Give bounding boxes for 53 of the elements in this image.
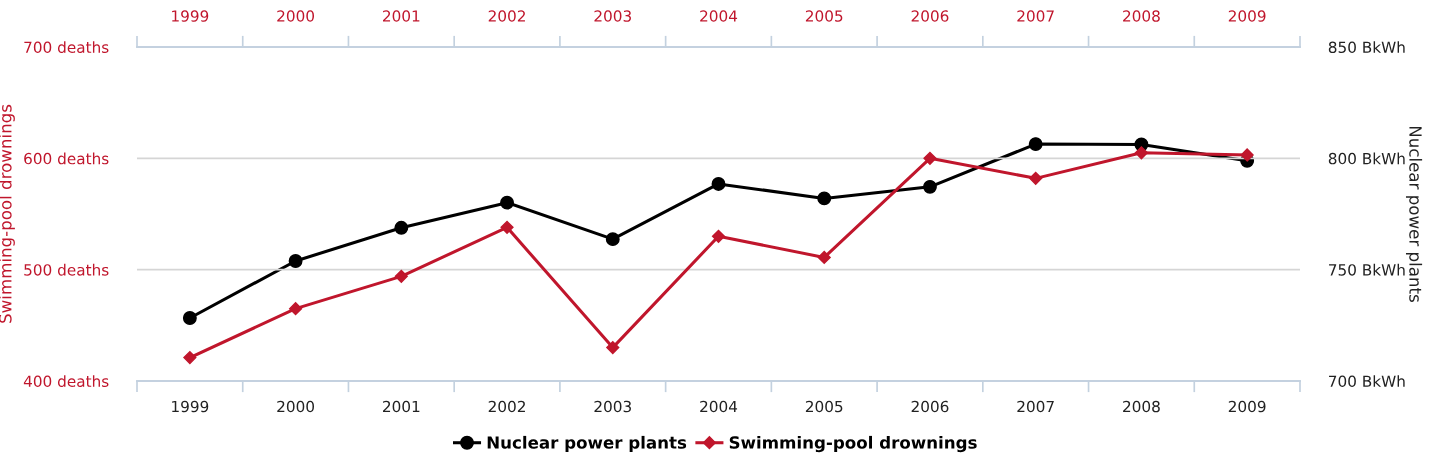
point [817, 250, 831, 265]
y-tick-label: 700 deaths [24, 41, 109, 54]
legend-label: Nuclear power plants [487, 435, 687, 453]
x2-tick-label: 2002 [488, 10, 525, 22]
x2-tick-label: 2004 [700, 10, 738, 22]
x-tick-label: 2006 [911, 400, 949, 413]
x-tick-label: 2008 [1123, 400, 1160, 413]
point [923, 179, 937, 194]
x2-tick-label: 2006 [911, 10, 949, 22]
x2-tick-label: 2001 [383, 10, 420, 22]
point [289, 302, 303, 316]
x-tick-label: 2001 [383, 400, 420, 413]
x-tick-label: 2004 [700, 400, 738, 413]
x-tick-label: 2002 [488, 400, 525, 413]
x2-tick-label: 2005 [805, 10, 843, 22]
point [500, 220, 514, 234]
x-tick-label: 2005 [805, 400, 843, 413]
y2-tick-label: 750 BkWh [1329, 263, 1405, 276]
point [1240, 148, 1254, 162]
point [394, 269, 408, 283]
point [182, 311, 197, 325]
y2-tick-label: 850 BkWh [1328, 41, 1405, 54]
x-tick-label: 1999 [172, 400, 209, 413]
point [1028, 137, 1043, 152]
x2-tick-label: 2007 [1017, 10, 1054, 22]
x-tick-label: 2007 [1017, 400, 1054, 413]
point [1029, 171, 1043, 185]
y2-tick-label: 800 BkWh [1328, 152, 1405, 165]
x2-tick-label: 2009 [1228, 10, 1266, 22]
point [288, 254, 303, 268]
y-tick-label: 500 deaths [24, 263, 109, 276]
legend-label: Swimming-pool drownings [729, 435, 977, 453]
y2-tick-label: 700 BkWh [1329, 375, 1405, 388]
x2-tick-label: 1999 [172, 10, 209, 22]
y2-axis-title: Nuclear power plants [1405, 126, 1423, 302]
x2-tick-label: 2008 [1123, 10, 1160, 22]
point [1134, 146, 1148, 160]
x-tick-label: 2009 [1228, 400, 1266, 413]
point [711, 176, 726, 191]
point [394, 220, 409, 235]
x-tick-label: 2003 [594, 400, 631, 413]
point [183, 351, 197, 365]
y-tick-label: 600 deaths [24, 152, 109, 165]
point [606, 341, 620, 355]
point [923, 151, 937, 165]
x-tick-label: 2000 [277, 400, 315, 413]
x2-tick-label: 2003 [594, 10, 631, 22]
point [817, 191, 832, 206]
point [605, 232, 620, 247]
y-tick-label: 400 deaths [23, 375, 109, 388]
x2-tick-label: 2000 [277, 10, 315, 22]
point [500, 195, 514, 210]
point [711, 229, 726, 243]
